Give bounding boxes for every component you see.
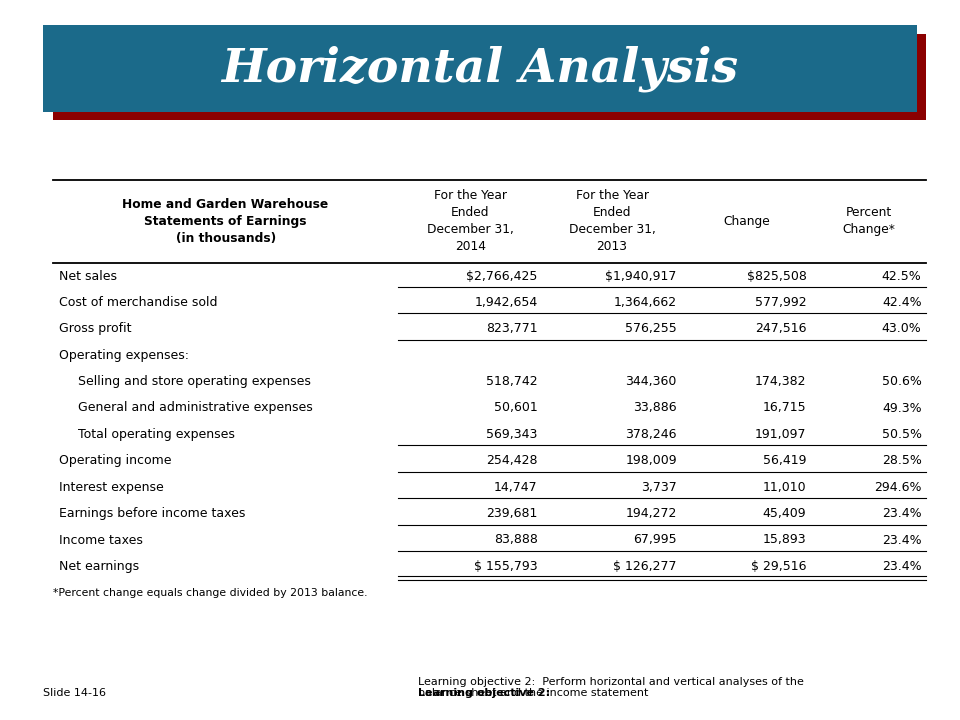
Text: $ 155,793: $ 155,793 xyxy=(474,560,538,573)
Text: 14,747: 14,747 xyxy=(494,481,538,494)
Text: Gross profit: Gross profit xyxy=(59,323,132,336)
Text: 49.3%: 49.3% xyxy=(882,402,922,415)
Text: 247,516: 247,516 xyxy=(755,323,806,336)
Text: 23.4%: 23.4% xyxy=(882,534,922,546)
Text: 42.4%: 42.4% xyxy=(882,296,922,309)
Text: 518,742: 518,742 xyxy=(486,375,538,388)
Text: 577,992: 577,992 xyxy=(755,296,806,309)
Text: Slide 14-16: Slide 14-16 xyxy=(43,688,107,698)
Text: Earnings before income taxes: Earnings before income taxes xyxy=(59,507,245,520)
Text: Change: Change xyxy=(723,215,770,228)
Text: Operating income: Operating income xyxy=(59,454,171,467)
Text: 254,428: 254,428 xyxy=(486,454,538,467)
Text: 1,364,662: 1,364,662 xyxy=(613,296,677,309)
Text: *Percent change equals change divided by 2013 balance.: *Percent change equals change divided by… xyxy=(53,588,368,598)
Text: 42.5%: 42.5% xyxy=(882,269,922,282)
Text: 344,360: 344,360 xyxy=(625,375,677,388)
Text: 67,995: 67,995 xyxy=(634,534,677,546)
Text: 823,771: 823,771 xyxy=(486,323,538,336)
Text: 239,681: 239,681 xyxy=(486,507,538,520)
Text: 191,097: 191,097 xyxy=(755,428,806,441)
Text: 15,893: 15,893 xyxy=(763,534,806,546)
Text: 50,601: 50,601 xyxy=(493,402,538,415)
Text: Net earnings: Net earnings xyxy=(59,560,138,573)
Text: 50.5%: 50.5% xyxy=(881,428,922,441)
Text: Interest expense: Interest expense xyxy=(59,481,163,494)
Text: 576,255: 576,255 xyxy=(625,323,677,336)
Text: 3,737: 3,737 xyxy=(641,481,677,494)
Text: 28.5%: 28.5% xyxy=(881,454,922,467)
Text: $ 29,516: $ 29,516 xyxy=(751,560,806,573)
Text: 174,382: 174,382 xyxy=(755,375,806,388)
Text: 43.0%: 43.0% xyxy=(882,323,922,336)
Text: Cost of merchandise sold: Cost of merchandise sold xyxy=(59,296,217,309)
Text: Percent
Change*: Percent Change* xyxy=(842,207,896,236)
Text: $825,508: $825,508 xyxy=(747,269,806,282)
Text: 194,272: 194,272 xyxy=(625,507,677,520)
Text: 378,246: 378,246 xyxy=(625,428,677,441)
Text: $1,940,917: $1,940,917 xyxy=(606,269,677,282)
Text: 56,419: 56,419 xyxy=(763,454,806,467)
Text: 294.6%: 294.6% xyxy=(875,481,922,494)
Text: 83,888: 83,888 xyxy=(493,534,538,546)
Text: $ 126,277: $ 126,277 xyxy=(613,560,677,573)
Text: General and administrative expenses: General and administrative expenses xyxy=(78,402,313,415)
Text: Learning objective 2:: Learning objective 2: xyxy=(418,688,550,698)
Text: 569,343: 569,343 xyxy=(486,428,538,441)
Text: 1,942,654: 1,942,654 xyxy=(474,296,538,309)
Text: For the Year
Ended
December 31,
2014: For the Year Ended December 31, 2014 xyxy=(427,189,514,253)
Text: Total operating expenses: Total operating expenses xyxy=(78,428,234,441)
Text: 33,886: 33,886 xyxy=(634,402,677,415)
Text: Income taxes: Income taxes xyxy=(59,534,142,546)
Text: 23.4%: 23.4% xyxy=(882,507,922,520)
Text: 11,010: 11,010 xyxy=(763,481,806,494)
Text: Learning objective 2:  Perform horizontal and vertical analyses of the
balance s: Learning objective 2: Perform horizontal… xyxy=(418,677,804,698)
Text: 45,409: 45,409 xyxy=(763,507,806,520)
Text: Selling and store operating expenses: Selling and store operating expenses xyxy=(78,375,311,388)
Text: Net sales: Net sales xyxy=(59,269,116,282)
Text: Operating expenses:: Operating expenses: xyxy=(59,348,188,361)
Text: 16,715: 16,715 xyxy=(763,402,806,415)
Text: Home and Garden Warehouse
Statements of Earnings
(in thousands): Home and Garden Warehouse Statements of … xyxy=(123,198,328,245)
Text: 198,009: 198,009 xyxy=(625,454,677,467)
Text: Horizontal Analysis: Horizontal Analysis xyxy=(222,45,738,91)
Text: For the Year
Ended
December 31,
2013: For the Year Ended December 31, 2013 xyxy=(568,189,656,253)
Text: $2,766,425: $2,766,425 xyxy=(467,269,538,282)
Text: 50.6%: 50.6% xyxy=(881,375,922,388)
Text: 23.4%: 23.4% xyxy=(882,560,922,573)
